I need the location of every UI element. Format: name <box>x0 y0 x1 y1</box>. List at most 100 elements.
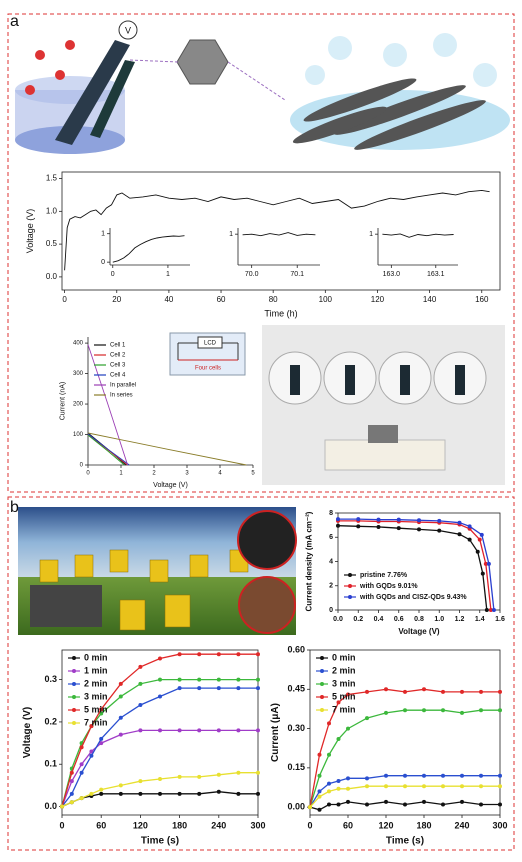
x-tick-label: 1 <box>119 471 123 477</box>
data-point <box>89 753 94 758</box>
data-point <box>460 710 464 715</box>
data-point <box>216 772 221 777</box>
data-point <box>118 715 123 720</box>
y-tick-label: 0 <box>101 259 105 266</box>
data-point <box>346 786 350 791</box>
x-tick-label: 300 <box>492 820 507 830</box>
data-point <box>437 528 442 533</box>
data-point <box>479 773 483 778</box>
data-point <box>365 716 369 721</box>
data-point <box>79 796 84 801</box>
data-point <box>216 677 221 682</box>
data-point <box>158 777 162 782</box>
circuit-inset: LCD Four cells <box>169 332 246 376</box>
legend-label: 2 min <box>84 678 108 688</box>
y-tick-label: 0.0 <box>44 801 57 811</box>
legend-label: with GQDs 9.01% <box>359 583 418 590</box>
legend-label: 7 min <box>332 704 356 714</box>
y-tick-label: 0.0 <box>46 272 58 281</box>
data-point <box>99 787 104 792</box>
legend-marker <box>348 573 352 577</box>
y-tick-label: 0.2 <box>44 716 57 726</box>
legend-marker <box>72 669 76 673</box>
data-point <box>376 517 381 522</box>
y-axis-label: Voltage (V) <box>22 707 33 758</box>
legend-label: 1 min <box>84 665 108 675</box>
x-tick-label: 1.4 <box>475 616 485 623</box>
panel-label: b <box>10 499 19 516</box>
data-point <box>484 608 489 612</box>
data-point <box>79 745 84 750</box>
y-tick-label: 1.5 <box>46 174 58 183</box>
data-point <box>158 677 162 682</box>
legend-marker <box>72 682 76 686</box>
data-point <box>327 789 331 794</box>
x-axis-label: Voltage (V) <box>398 627 440 636</box>
x-tick-label: 70.0 <box>245 271 259 278</box>
data-point <box>479 708 483 713</box>
x-tick-label: 40 <box>164 295 173 304</box>
y-tick-label: 100 <box>73 432 84 438</box>
x-tick-label: 0 <box>62 295 67 304</box>
x-axis-label: Time (s) <box>141 836 179 847</box>
data-point <box>327 802 331 807</box>
data-point <box>403 784 407 789</box>
y-tick-label: 1 <box>101 231 105 238</box>
y-tick-label: 0 <box>329 607 333 614</box>
data-point <box>346 692 350 697</box>
data-point <box>216 652 221 657</box>
data-point <box>365 689 369 694</box>
data-point <box>177 728 182 733</box>
legend-label: 3 min <box>332 678 356 688</box>
x-tick-label: 0 <box>59 820 64 830</box>
data-point <box>69 770 74 775</box>
data-point <box>403 773 407 778</box>
x-tick-label: 0 <box>86 471 90 477</box>
data-point <box>236 791 241 796</box>
x-tick-label: 0 <box>111 271 115 278</box>
x-tick-label: 0.6 <box>394 616 404 623</box>
data-point <box>486 561 491 566</box>
data-point <box>236 770 241 775</box>
data-point <box>336 778 341 783</box>
panel-label: a <box>10 13 19 30</box>
data-point <box>177 791 182 796</box>
data-point <box>99 736 104 741</box>
data-point <box>256 728 260 733</box>
data-point <box>317 794 322 799</box>
data-point <box>89 791 94 796</box>
data-point <box>336 517 340 522</box>
x-tick-label: 180 <box>172 820 187 830</box>
data-point <box>491 608 496 612</box>
data-point <box>422 773 426 778</box>
legend-label: 3 min <box>84 691 108 701</box>
legend-label: with GQDs and CISZ-QDs 9.43% <box>359 594 467 601</box>
legend-label: 5 min <box>84 704 108 714</box>
x-tick-label: 1.2 <box>455 616 465 623</box>
y-tick-label: 0.5 <box>46 239 58 248</box>
data-point <box>177 686 182 691</box>
data-point <box>441 708 445 713</box>
plot-frame <box>61 649 259 816</box>
data-point <box>69 800 74 805</box>
data-line <box>87 434 128 466</box>
data-point <box>479 784 483 789</box>
data-point <box>475 549 480 554</box>
data-point <box>403 802 407 807</box>
data-point <box>365 784 369 789</box>
data-point <box>308 805 312 810</box>
y-tick-label: 1 <box>229 231 233 238</box>
legend-label: 2 min <box>332 665 356 675</box>
data-point <box>138 728 143 733</box>
x-axis-label: Voltage (V) <box>153 482 188 489</box>
data-point <box>396 526 401 531</box>
data-point <box>256 791 260 796</box>
legend-marker <box>72 656 76 660</box>
data-point <box>403 689 407 694</box>
x-tick-label: 163.1 <box>427 271 445 278</box>
y-tick-label: 200 <box>73 402 84 408</box>
data-point <box>460 799 464 804</box>
data-point <box>441 784 445 789</box>
y-axis-label: Current (μA) <box>270 703 281 762</box>
data-point <box>216 728 221 733</box>
